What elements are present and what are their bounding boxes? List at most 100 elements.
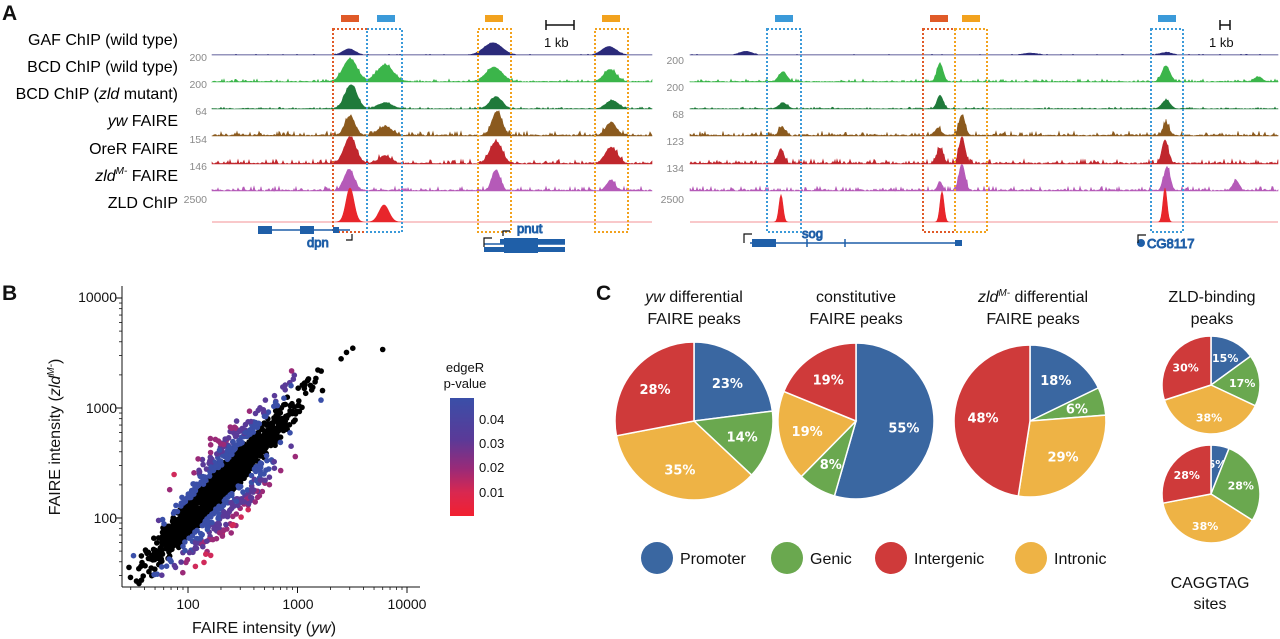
pie-2-label-promoter: 18% <box>1040 374 1071 389</box>
track-signal-right-orer <box>689 136 1279 165</box>
tab-red-1 <box>341 15 359 22</box>
scatter-point-significant <box>266 481 273 488</box>
scatter-point <box>318 397 324 403</box>
colorbar: edgeR p-value 0.04 0.03 0.02 0.01 <box>444 360 504 516</box>
pie-0-slice-genic <box>692 410 774 477</box>
scale-left-2: 200 <box>189 79 207 91</box>
scatter-point <box>264 421 271 427</box>
scatter-point <box>239 445 245 451</box>
scatter-point-significant <box>207 442 214 448</box>
scatter-point-significant <box>246 408 253 415</box>
scatter-point <box>170 542 177 549</box>
scatter-point-significant <box>232 445 238 452</box>
pie-title-zld-1: zldM- differential <box>977 288 1088 306</box>
scatter-point <box>155 535 162 541</box>
pie-3-slice-genic <box>1209 355 1261 407</box>
pie-2-label-intergenic: 48% <box>967 411 998 426</box>
scatter-point <box>274 434 280 441</box>
scatter-point-significant <box>274 402 281 409</box>
pie-title-const-2: FAIRE peaks <box>809 311 902 328</box>
scatter-point-significant <box>245 500 252 507</box>
pie-title-const-1: constitutive <box>816 289 896 306</box>
scatter-point <box>158 546 165 552</box>
scatter-point <box>243 467 249 474</box>
scatter-point <box>154 540 160 546</box>
scatter-point-significant <box>184 556 191 563</box>
scatter-point-significant <box>277 467 284 474</box>
pie-title-yw-1: yw differential <box>644 289 743 306</box>
pie-2-label-genic: 6% <box>1066 402 1088 417</box>
scatter-point <box>246 446 253 453</box>
scatter-point-significant <box>271 465 278 472</box>
scatter-point-significant <box>230 438 236 445</box>
scatter-point <box>196 510 202 516</box>
colorbar-tick-004: 0.04 <box>479 412 504 427</box>
track-signal-right-gaf <box>689 50 1279 56</box>
legend-swatch-intronic <box>1015 542 1047 574</box>
scatter-point-significant <box>288 443 294 450</box>
scatter-point-significant <box>288 382 294 389</box>
scatter-point <box>217 479 224 486</box>
scatter-point <box>179 534 185 540</box>
scatter-point <box>275 408 281 414</box>
scatter-point-significant <box>209 519 215 526</box>
scatter-point <box>148 565 154 571</box>
scatter-point-significant <box>180 569 186 576</box>
pie-3-slice-intronic <box>1163 384 1257 435</box>
y-tick-100: 100 <box>94 510 118 526</box>
scatter-point-significant <box>207 449 214 456</box>
scatter-point <box>220 502 227 509</box>
scatter-point-significant <box>238 514 244 520</box>
pie-4-slice-intergenic <box>1161 444 1212 505</box>
scatter-point-significant <box>256 493 263 499</box>
scatter-point-significant <box>247 494 254 501</box>
scatter-point <box>272 442 278 449</box>
scatter-point-significant <box>245 506 251 513</box>
track-signal-left-yw <box>211 110 653 137</box>
pie-3-label-intronic: 38% <box>1196 411 1222 424</box>
pie-1-slice-intronic <box>777 390 858 478</box>
scatter-point-significant <box>230 521 236 528</box>
caggtag-label-2: sites <box>1194 596 1227 613</box>
scatter-point-significant <box>236 438 242 444</box>
scatter-point-significant <box>259 488 266 495</box>
scatter-point <box>271 418 278 424</box>
scatter-point-significant <box>257 477 264 484</box>
scatter-point <box>304 377 311 384</box>
scatter-point-significant <box>227 424 234 430</box>
scatter-point <box>158 556 165 562</box>
gene-models-left: dpn pnut <box>258 221 565 253</box>
scatter-point-significant <box>212 436 219 443</box>
scatter-point-significant <box>201 559 207 566</box>
legend-label-intronic: Intronic <box>1054 551 1106 568</box>
scatter-point <box>343 349 350 356</box>
scatter-point <box>295 385 302 392</box>
pie-1-label-intronic: 19% <box>792 425 823 440</box>
scatter-point <box>165 536 171 542</box>
scatter-point <box>319 387 326 394</box>
pie-4-label-intronic: 38% <box>1192 520 1218 533</box>
scatter-point <box>159 551 166 557</box>
pie-0-slice-intergenic <box>614 341 695 437</box>
box-right-orange <box>954 28 988 233</box>
scatter-point <box>238 476 245 483</box>
scatter-point-significant <box>215 515 221 522</box>
scatter-point <box>313 375 319 382</box>
scatter-point <box>199 522 206 529</box>
scatter-point-significant <box>181 496 187 503</box>
pie-charts: 23% 14% 35% 28% 55% 8% 19% 19% 18% 6% 29% 48% 15% 17%… <box>614 335 1261 544</box>
scale-bar-left-label: 1 kb <box>544 35 569 50</box>
scatter-point-significant <box>248 418 254 425</box>
scatter-point <box>178 527 184 533</box>
scatter-point-significant <box>263 467 269 474</box>
pie-title-zldbind-1: ZLD-binding <box>1168 289 1255 306</box>
gene-label-dpn: dpn <box>307 235 329 250</box>
track-signal-left-bcd_zld <box>211 84 653 110</box>
pie-3-label-intergenic: 30% <box>1172 362 1198 375</box>
pie-2-slice-intronic <box>1017 414 1107 498</box>
legend-label-genic: Genic <box>810 551 852 568</box>
track-scales-left: 200 200 64 154 146 2500 <box>184 52 208 206</box>
scatter-point-significant <box>252 410 259 417</box>
scatter-point-significant <box>222 436 228 442</box>
track-label-bcd-wt: BCD ChIP (wild type) <box>27 59 178 76</box>
